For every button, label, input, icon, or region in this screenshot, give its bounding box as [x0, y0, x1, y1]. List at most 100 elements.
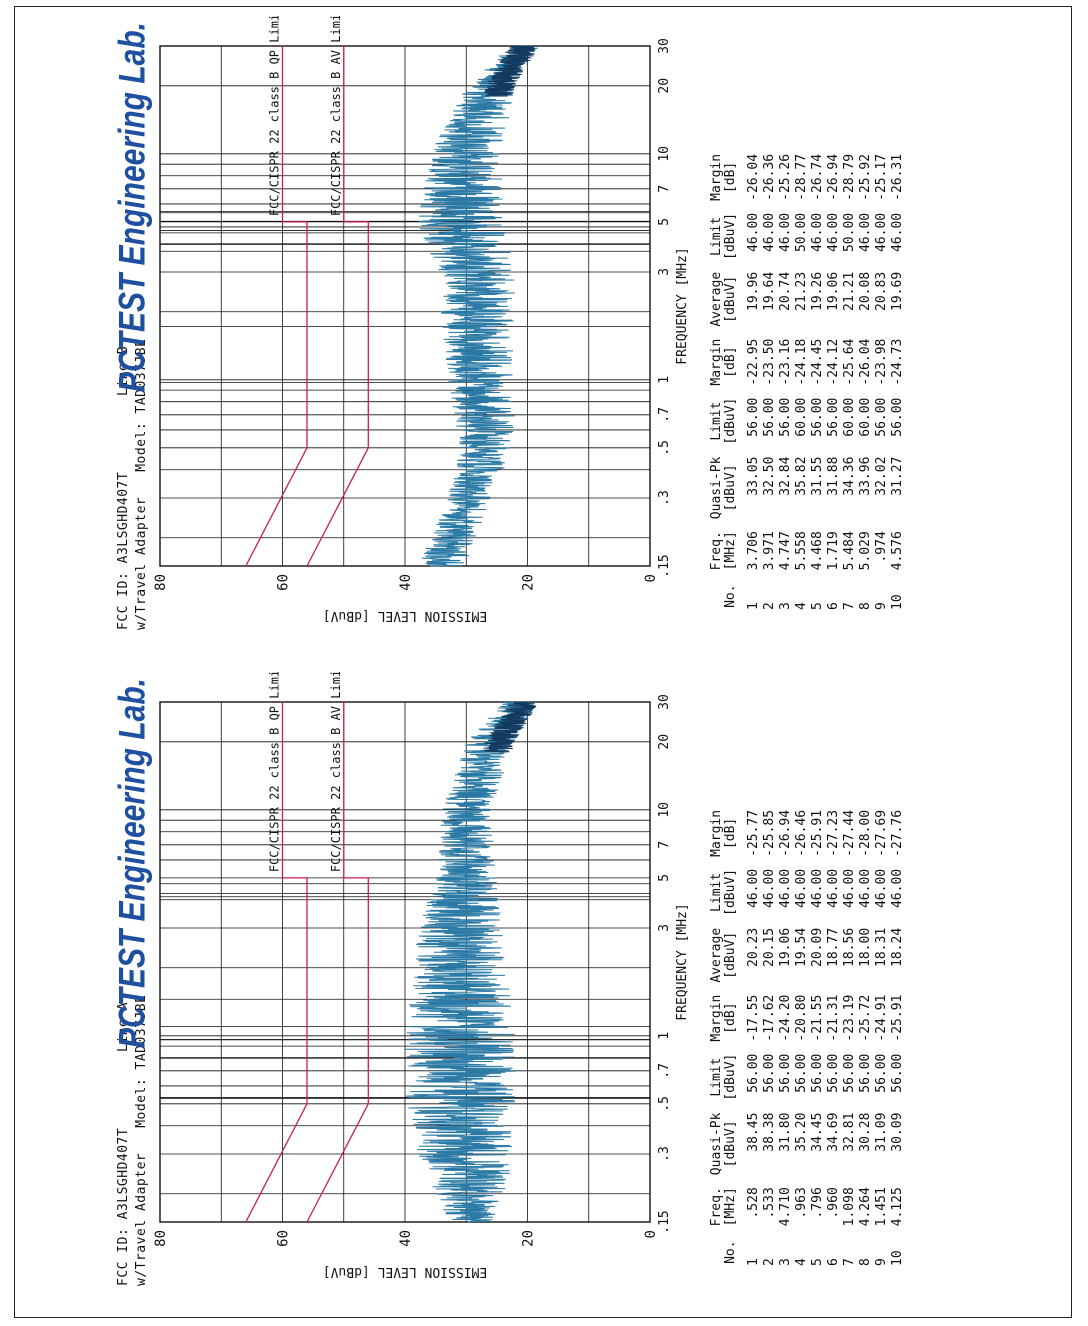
- table-cell: 5: [810, 1258, 825, 1266]
- table-cell: -27.76: [890, 809, 905, 857]
- y-tick-label: 20: [521, 574, 537, 591]
- table-cell: 1.719: [826, 531, 841, 571]
- limit-line-av: [306, 702, 369, 1223]
- x-axis-label: FREQUENCY [MHz]: [675, 903, 690, 1020]
- table-cell: 21.23: [794, 271, 809, 311]
- y-tick-label: 0: [643, 1230, 659, 1238]
- table-cell: 46.00: [858, 212, 873, 253]
- table-cell: 8: [858, 602, 873, 610]
- table-cell: 19.69: [890, 271, 905, 311]
- chart-panel-line-a: FCC ID: A3LSGHD407T w/Travel Adapter Mod…: [0, 672, 1088, 1312]
- table-cell: 46.00: [874, 868, 889, 909]
- column-header: Limit [dBuV]: [709, 1053, 738, 1101]
- table-cell: 20.23: [746, 927, 761, 967]
- table-cell: .963: [794, 1187, 809, 1219]
- column-header: Margin [dB]: [709, 153, 738, 201]
- table-cell: 4.125: [890, 1187, 905, 1227]
- table-cell: 4.264: [858, 1187, 873, 1227]
- table-cell: 5.484: [842, 531, 857, 571]
- table-cell: 56.00: [826, 397, 841, 437]
- limit-line-qp: [245, 702, 308, 1223]
- table-cell: -26.31: [890, 153, 905, 201]
- table-cell: -25.91: [810, 809, 825, 857]
- table-cell: 32.02: [874, 456, 889, 496]
- table-cell: 19.54: [794, 927, 809, 967]
- y-tick-label: 80: [153, 574, 169, 591]
- table-cell: -27.69: [874, 809, 889, 857]
- table-row: 7 5.484 34.36 60.00 -25.64 21.21 50.00 -28.79: [842, 148, 858, 616]
- table-row: 3 4.710 31.80 56.00 -24.20 19.06 46.00 -26.94: [778, 804, 794, 1272]
- table-cell: 56.00: [762, 397, 777, 437]
- table-cell: .960: [826, 1187, 841, 1219]
- table-cell: 31.88: [826, 456, 841, 496]
- table-cell: 4: [794, 1258, 809, 1266]
- x-tick-label: 7: [657, 841, 672, 849]
- table-cell: 50.00: [794, 212, 809, 253]
- x-axis-label: FREQUENCY [MHz]: [675, 247, 690, 364]
- table-cell: 3: [778, 1258, 793, 1266]
- fcc-id-label: FCC ID: A3LSGHD407T: [116, 471, 131, 630]
- table-cell: 21.21: [842, 271, 857, 311]
- table-cell: 18.00: [858, 927, 873, 967]
- table-cell: -25.91: [890, 994, 905, 1042]
- column-header: No.: [723, 1240, 738, 1264]
- column-header: Freq. [MHz]: [709, 1187, 738, 1227]
- lab-logo: PCTEST Engineering Lab.: [112, 22, 154, 393]
- x-tick-label: 20: [657, 78, 672, 94]
- table-cell: 32.84: [778, 456, 793, 496]
- column-header: Limit [dBuV]: [709, 868, 738, 916]
- table-cell: 5.029: [858, 531, 873, 571]
- table-cell: 46.00: [762, 868, 777, 909]
- table-cell: -24.20: [778, 994, 793, 1042]
- limit-label-av: FCC/CISPR 22 class B AV Limits: [329, 16, 343, 216]
- table-cell: 56.00: [810, 1053, 825, 1093]
- y-axis-label: EMISSION LEVEL [dBuV]: [323, 1264, 487, 1279]
- table-cell: -23.16: [778, 338, 793, 386]
- column-header: Margin [dB]: [709, 338, 738, 386]
- y-axis-label: EMISSION LEVEL [dBuV]: [323, 608, 487, 623]
- x-tick-label: .3: [657, 490, 672, 506]
- x-tick-label: .15: [657, 554, 672, 577]
- x-tick-label: .5: [657, 1096, 672, 1112]
- table-cell: .796: [810, 1187, 825, 1219]
- lab-logo: PCTEST Engineering Lab.: [112, 678, 154, 1049]
- y-tick-label: 40: [398, 574, 414, 591]
- table-cell: .974: [874, 531, 889, 563]
- table-cell: 20.74: [778, 271, 793, 311]
- table-cell: -25.72: [858, 994, 873, 1042]
- table-cell: 56.00: [858, 1053, 873, 1093]
- table-cell: 2: [762, 1258, 777, 1266]
- table-cell: -24.45: [810, 338, 825, 386]
- table-cell: -26.04: [858, 338, 873, 386]
- table-cell: 19.64: [762, 271, 777, 311]
- y-tick-label: 60: [276, 1230, 292, 1247]
- table-cell: 56.00: [778, 1053, 793, 1093]
- limit-label-qp: FCC/CISPR 22 class B QP Limits: [268, 672, 282, 872]
- table-cell: 46.00: [890, 212, 905, 253]
- table-cell: 1: [746, 602, 761, 610]
- table-cell: 56.00: [890, 397, 905, 437]
- table-cell: 60.00: [794, 397, 809, 437]
- table-cell: 1.098: [842, 1187, 857, 1227]
- table-cell: 4.576: [890, 531, 905, 571]
- table-cell: -23.19: [842, 994, 857, 1042]
- table-cell: -28.79: [842, 153, 857, 201]
- table-cell: 3.706: [746, 531, 761, 571]
- table-cell: 46.00: [858, 868, 873, 909]
- table-cell: 10: [890, 594, 905, 610]
- table-cell: 2: [762, 602, 777, 610]
- table-cell: 46.00: [746, 868, 761, 909]
- chart-panel-line-b: FCC ID: A3LSGHD407T w/Travel Adapter Mod…: [0, 16, 1088, 656]
- table-cell: -25.64: [842, 338, 857, 386]
- x-tick-label: 3: [657, 924, 672, 932]
- table-cell: -21.55: [810, 994, 825, 1042]
- table-cell: 8: [858, 1258, 873, 1266]
- table-cell: 9: [874, 1258, 889, 1266]
- table-row: 2 .533 38.38 56.00 -17.62 20.15 46.00 -25.85: [762, 804, 778, 1272]
- table-cell: 1.451: [874, 1187, 889, 1227]
- table-cell: 18.31: [874, 927, 889, 967]
- table-cell: 46.00: [746, 212, 761, 253]
- table-cell: 32.50: [762, 456, 777, 496]
- page-frame: [14, 6, 1072, 1318]
